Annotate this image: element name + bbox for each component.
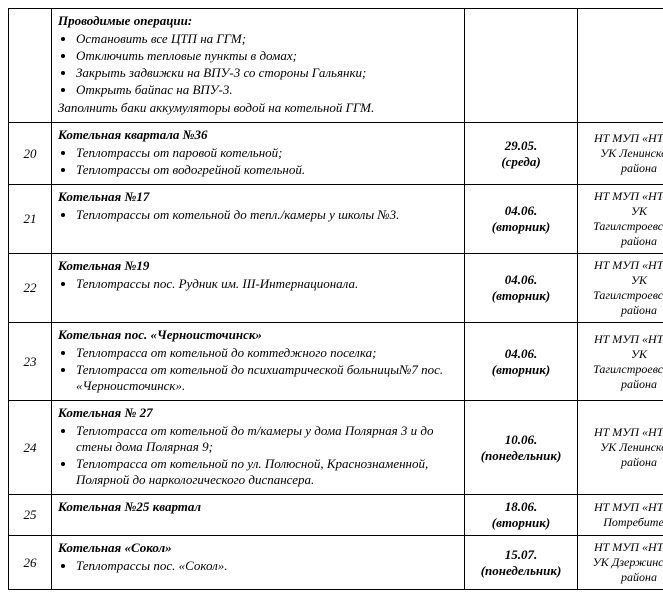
row-title: Котельная пос. «Черноисточинск» xyxy=(58,327,458,343)
row-bullet: Теплотрассы от паровой котельной; xyxy=(76,145,458,161)
row-title: Котельная «Сокол» xyxy=(58,540,458,556)
table-row: 21 Котельная №17 Теплотрассы от котельной … xyxy=(9,185,663,254)
row-date: 29.05.(среда) xyxy=(465,123,578,185)
row-number: 23 xyxy=(9,323,52,401)
row-title: Котельная квартала №36 xyxy=(58,127,458,143)
row-number: 25 xyxy=(9,495,52,536)
row-bullet: Теплотрассы пос. Рудник им. III-Интернац… xyxy=(76,276,458,292)
row-bullet: Закрыть задвижки на ВПУ-3 со стороны Гал… xyxy=(76,65,458,81)
row-bullet-list: Теплотрасса от котельной до коттеджного … xyxy=(76,345,458,394)
table-row: 25 Котельная №25 квартал 18.06.(вторник)НТ… xyxy=(9,495,663,536)
row-description: Проводимые операции: Остановить все ЦТП н… xyxy=(52,9,465,123)
row-bullet: Теплотрассы от котельной до тепл./камеры… xyxy=(76,207,458,223)
row-date: 10.06.(понедельник) xyxy=(465,401,578,495)
row-bullet-list: Теплотрассы пос. Рудник им. III-Интернац… xyxy=(76,276,458,292)
row-number xyxy=(9,9,52,123)
row-after-text: Заполнить баки аккумуляторы водой на кот… xyxy=(58,100,458,116)
row-title: Проводимые операции: xyxy=(58,13,458,29)
row-organization: НТ МУП «НТТС»УК Ленинского района xyxy=(578,401,663,495)
row-organization: НТ МУП «НТТС»УК Ленинского района xyxy=(578,123,663,185)
row-date: 15.07.(понедельник) xyxy=(465,536,578,590)
row-description: Котельная №17 Теплотрассы от котельной до… xyxy=(52,185,465,254)
row-organization: НТ МУП «НТТС»Потребители xyxy=(578,495,663,536)
row-bullet-list: Теплотрассы от паровой котельной;Теплотр… xyxy=(76,145,458,178)
row-description: Котельная №19 Теплотрассы пос. Рудник им.… xyxy=(52,254,465,323)
row-bullet: Теплотрасса от котельной до т/камеры у д… xyxy=(76,423,458,455)
row-description: Котельная №25 квартал xyxy=(52,495,465,536)
row-description: Котельная квартала №36 Теплотрассы от пар… xyxy=(52,123,465,185)
row-bullet: Теплотрасса от котельной до коттеджного … xyxy=(76,345,458,361)
row-bullet: Теплотрассы пос. «Сокол». xyxy=(76,558,458,574)
row-bullet: Отключить тепловые пункты в домах; xyxy=(76,48,458,64)
row-bullet: Теплотрассы от водогрейной котельной. xyxy=(76,162,458,178)
row-title: Котельная №25 квартал xyxy=(58,499,458,515)
table-row: 22 Котельная №19 Теплотрассы пос. Рудник и… xyxy=(9,254,663,323)
row-bullet-list: Теплотрассы от котельной до тепл./камеры… xyxy=(76,207,458,223)
row-organization: НТ МУП «НТТС»УК Дзержинского района xyxy=(578,536,663,590)
table-row: 26 Котельная «Сокол» Теплотрассы пос. «Сок… xyxy=(9,536,663,590)
row-number: 22 xyxy=(9,254,52,323)
row-bullet: Теплотрасса от котельной до психиатричес… xyxy=(76,362,458,394)
row-description: Котельная «Сокол» Теплотрассы пос. «Сокол… xyxy=(52,536,465,590)
row-title: Котельная №17 xyxy=(58,189,458,205)
table-row: 20 Котельная квартала №36 Теплотрассы от п… xyxy=(9,123,663,185)
row-title: Котельная №19 xyxy=(58,258,458,274)
row-number: 21 xyxy=(9,185,52,254)
row-number: 26 xyxy=(9,536,52,590)
row-organization xyxy=(578,9,663,123)
row-date xyxy=(465,9,578,123)
row-organization: НТ МУП «НТТС»УК Тагилстроевского района xyxy=(578,185,663,254)
row-title: Котельная № 27 xyxy=(58,405,458,421)
row-organization: НТ МУП «НТТС»УК Тагилстроевского района xyxy=(578,254,663,323)
row-date: 04.06.(вторник) xyxy=(465,185,578,254)
table-row: 24 Котельная № 27 Теплотрасса от котельной… xyxy=(9,401,663,495)
row-number: 24 xyxy=(9,401,52,495)
row-bullet: Открыть байпас на ВПУ-3. xyxy=(76,82,458,98)
row-bullet: Теплотрасса от котельной по ул. Полюсной… xyxy=(76,456,458,488)
row-bullet-list: Остановить все ЦТП на ГГМ;Отключить тепл… xyxy=(76,31,458,98)
row-date: 04.06.(вторник) xyxy=(465,254,578,323)
row-bullet-list: Теплотрассы пос. «Сокол». xyxy=(76,558,458,574)
row-organization: НТ МУП «НТТС»УК Тагилстроевского района xyxy=(578,323,663,401)
row-description: Котельная № 27 Теплотрасса от котельной д… xyxy=(52,401,465,495)
row-bullet-list: Теплотрасса от котельной до т/камеры у д… xyxy=(76,423,458,488)
table-row: 23 Котельная пос. «Черноисточинск» Теплотр… xyxy=(9,323,663,401)
schedule-table: Проводимые операции: Остановить все ЦТП н… xyxy=(8,8,663,590)
table-row: Проводимые операции: Остановить все ЦТП н… xyxy=(9,9,663,123)
row-number: 20 xyxy=(9,123,52,185)
row-bullet: Остановить все ЦТП на ГГМ; xyxy=(76,31,458,47)
row-date: 04.06.(вторник) xyxy=(465,323,578,401)
row-date: 18.06.(вторник) xyxy=(465,495,578,536)
row-description: Котельная пос. «Черноисточинск» Теплотрас… xyxy=(52,323,465,401)
